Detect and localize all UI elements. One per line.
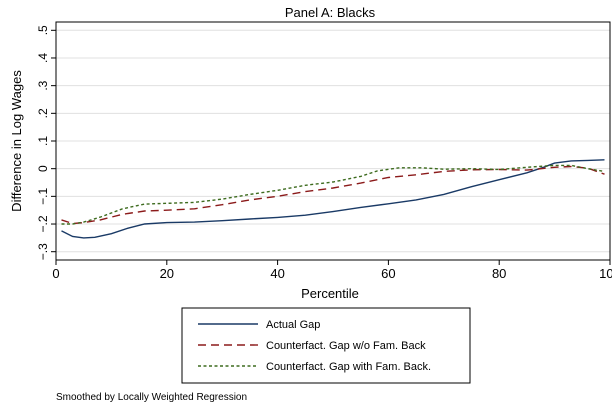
x-axis-ticks: 0 20 40 60 80 100	[52, 260, 612, 281]
legend: Actual Gap Counterfact. Gap w/o Fam. Back…	[181, 307, 471, 384]
legend-label: Counterfact. Gap with Fam. Back.	[266, 361, 431, 373]
y-tick-label: −.1	[36, 188, 50, 205]
y-tick-label: −.2	[36, 215, 50, 232]
series-line-1	[61, 159, 605, 239]
series-line-2	[61, 165, 605, 225]
y-tick-label: .5	[36, 25, 50, 35]
y-tick-label: .1	[36, 136, 50, 146]
x-tick-label: 80	[492, 266, 506, 281]
chart-title: Panel A: Blacks	[285, 5, 376, 20]
y-tick-label: −.3	[36, 243, 50, 260]
x-axis-label: Percentile	[301, 286, 359, 301]
x-tick-label: 0	[52, 266, 59, 281]
y-tick-label: .4	[36, 53, 50, 63]
y-tick-label: .2	[36, 108, 50, 118]
chart-note: Smoothed by Locally Weighted Regression	[56, 392, 247, 403]
x-tick-label: 60	[381, 266, 395, 281]
series-line-3	[61, 164, 605, 225]
x-tick-label: 100	[599, 266, 612, 281]
legend-label: Actual Gap	[266, 319, 320, 331]
y-tick-label: .3	[36, 80, 50, 90]
y-axis-ticks: −.3 −.2 −.1 0 .1 .2 .3 .4 .5	[36, 25, 56, 260]
y-tick-label: 0	[36, 165, 50, 172]
x-tick-label: 20	[160, 266, 174, 281]
grid	[56, 29, 610, 253]
series-lines	[61, 159, 605, 239]
legend-label: Counterfact. Gap w/o Fam. Back	[266, 340, 426, 352]
x-tick-label: 40	[270, 266, 284, 281]
y-axis-label: Difference in Log Wages	[9, 70, 24, 212]
